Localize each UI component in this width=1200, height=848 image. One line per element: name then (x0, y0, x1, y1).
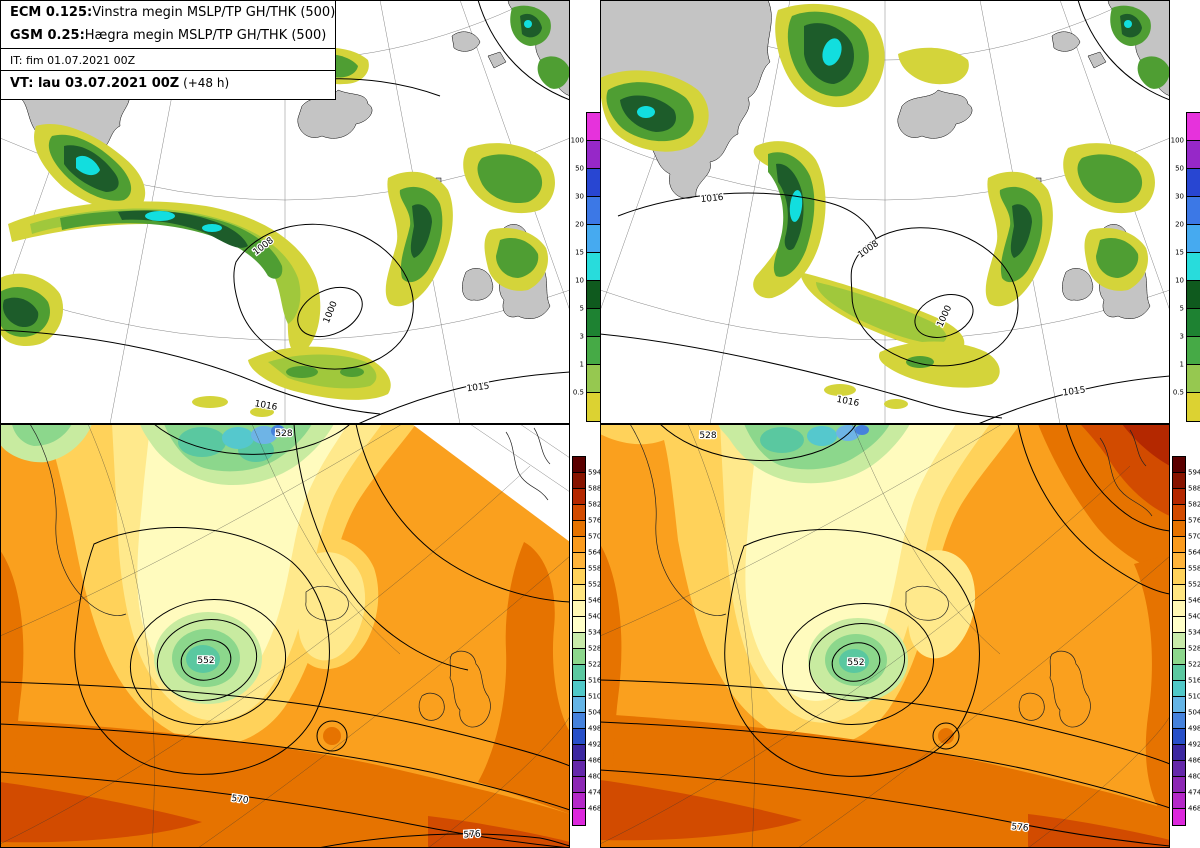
ireland-coast (418, 692, 445, 721)
thickness-fill (0, 424, 570, 848)
precipitation-areas (600, 3, 1170, 409)
greenland-coast (629, 424, 727, 616)
valid-time-row: VT: lau 03.07.2021 00Z (+48 h) (1, 70, 335, 98)
svg-text:570: 570 (231, 794, 250, 806)
iceland-coast (905, 585, 949, 621)
contour-labels: 552 528 576 (698, 430, 1030, 835)
svg-text:1016: 1016 (700, 193, 724, 205)
norway-coast (505, 431, 549, 501)
svg-text:1000: 1000 (322, 300, 340, 325)
init-time-label: IT: fim 01.07.2021 00Z (1, 47, 335, 71)
gsm-model-desc: Hægra megin MSLP/TP GH/THK (500) (84, 28, 327, 44)
thickness-colorbar-right: 594 588 582 576 570 564 558 552 546 540 534 528 522 5… (1172, 456, 1200, 826)
ireland-coast (1018, 692, 1045, 721)
precipitation-colorbar-right: 100 50 30 20 15 10 5 3 1 0.5 (1171, 112, 1200, 422)
greenland-coast (29, 424, 127, 616)
legend-box: ECM 0.125:Vinstra megin MSLP/TP GH/THK (… (0, 0, 336, 100)
svg-text:528: 528 (699, 431, 716, 441)
thickness-contours (600, 424, 1170, 847)
britain-coast (449, 650, 491, 728)
svg-text:576: 576 (463, 830, 481, 841)
ireland-landmass (1062, 268, 1094, 301)
iceland-landmass (897, 89, 973, 139)
precipitation-colorbar-left: 100 50 30 20 15 10 5 3 1 0.5 (571, 112, 601, 422)
forecast-lead-label: (+48 h) (179, 76, 230, 91)
svg-text:1015: 1015 (1062, 385, 1086, 398)
coastlines (29, 424, 551, 728)
svg-text:528: 528 (275, 429, 292, 439)
ecm-model-label: ECM 0.125: (10, 5, 93, 20)
britain-coast (1049, 650, 1091, 728)
thickness-fill (600, 424, 1170, 848)
iceland-coast (305, 585, 349, 621)
svg-text:552: 552 (847, 658, 864, 668)
legend-row-ecm: ECM 0.125:Vinstra megin MSLP/TP GH/THK (… (1, 1, 335, 24)
coastlines (629, 424, 1153, 728)
ecm-thickness-map: 552 528 570 576 (0, 424, 570, 848)
ireland-landmass (462, 268, 494, 301)
projection-boundary-wedge (412, 424, 570, 542)
gsm-thickness-map: 552 528 576 (600, 424, 1170, 848)
svg-text:1008: 1008 (856, 239, 881, 261)
svg-text:576: 576 (1011, 822, 1029, 834)
valid-time-label: VT: lau 03.07.2021 00Z (10, 76, 180, 92)
svg-text:1000: 1000 (936, 304, 955, 329)
iceland-landmass (297, 89, 373, 139)
svg-text:1016: 1016 (836, 395, 861, 409)
mslp-contours (600, 0, 1170, 424)
graticule (0, 424, 570, 848)
thickness-colorbar-left: 594 588 582 576 570 564 558 552 546 540 534 528 522 5… (572, 456, 601, 826)
gsm-model-label: GSM 0.25: (10, 28, 85, 44)
norway-coast (1099, 437, 1153, 517)
contour-labels: 552 528 570 576 (196, 428, 482, 842)
svg-text:1015: 1015 (466, 382, 490, 395)
thickness-contours (0, 424, 570, 848)
legend-row-gsm: GSM 0.25:Hægra megin MSLP/TP GH/THK (500… (1, 24, 335, 47)
precipitation-areas (0, 5, 570, 417)
ecm-model-desc: Vinstra megin MSLP/TP GH/THK (500) (92, 5, 336, 20)
svg-text:552: 552 (197, 656, 214, 666)
gsm-mslp-precip-map: 1016 1008 1000 1016 1015 (600, 0, 1170, 424)
